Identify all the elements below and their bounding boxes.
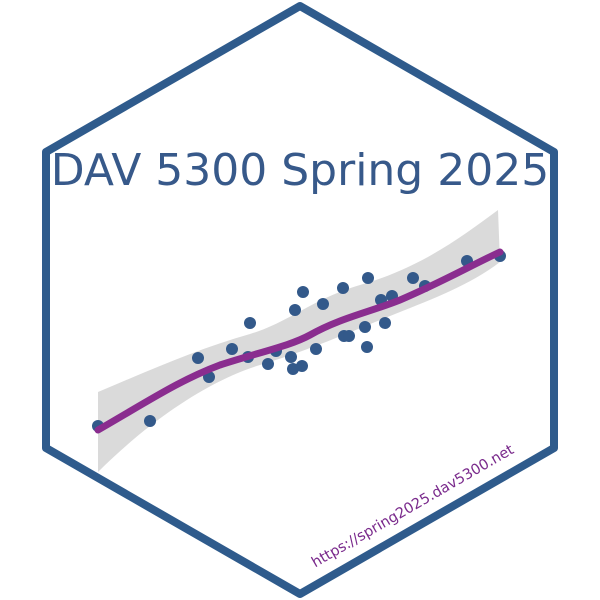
title: DAV 5300 Spring 2025 bbox=[51, 145, 549, 196]
plot bbox=[92, 210, 506, 472]
trend-line bbox=[94, 248, 504, 434]
hexagon bbox=[42, 2, 558, 598]
